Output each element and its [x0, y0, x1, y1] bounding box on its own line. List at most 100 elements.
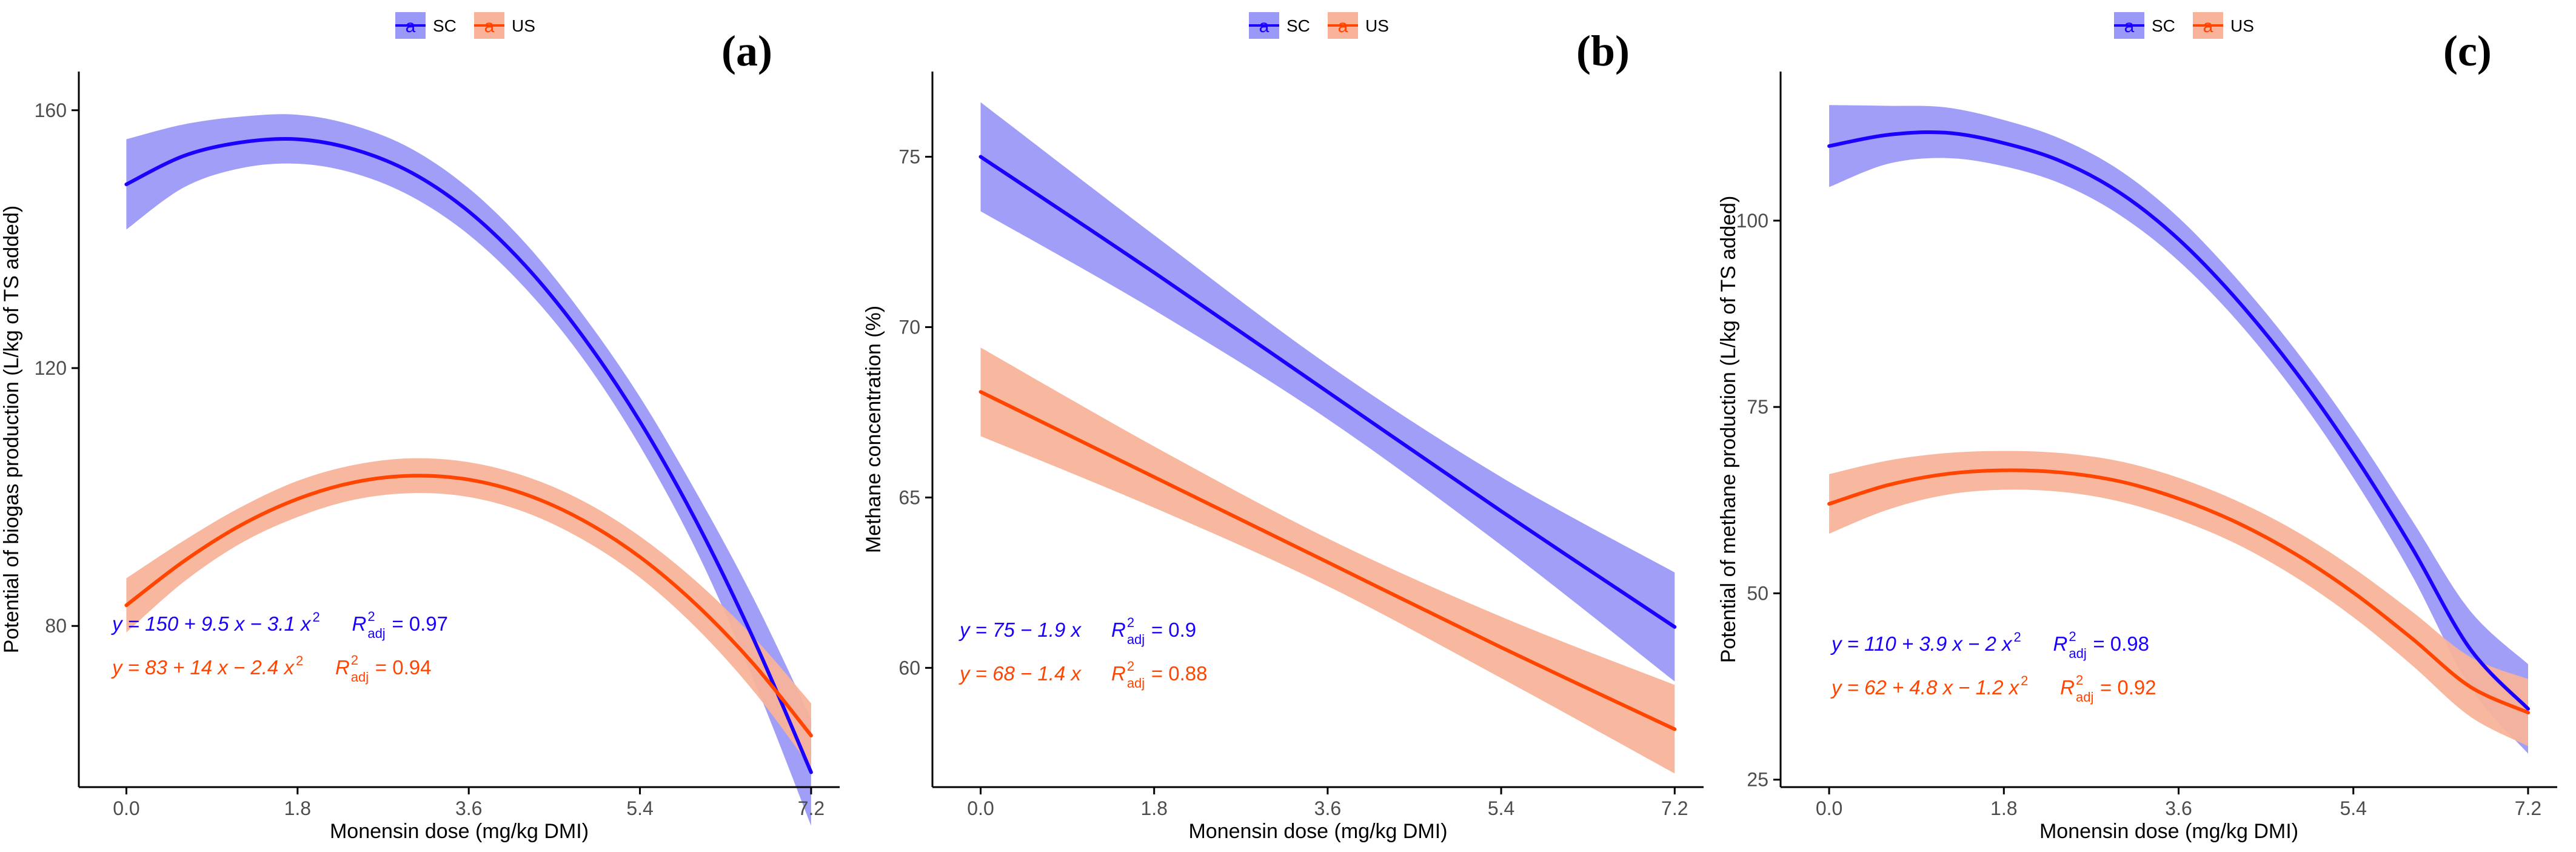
legend-label-us: US: [2230, 16, 2254, 35]
r2-value: = 0.92: [2100, 676, 2156, 699]
panel-label: (a): [721, 27, 772, 75]
chart-panel-3: a SC a US (c) 0.0 1.8 3.6 5.4 7.2 25 50 75 100 Monensi…: [1717, 12, 2557, 843]
legend: a SC a US: [1249, 12, 1389, 39]
r2-superscript: 2: [1127, 615, 1134, 630]
equation-superscript: 2: [296, 653, 303, 668]
y-tick-label: 75: [898, 146, 920, 167]
equation-text: y = 62 + 4.8 x − 1.2 x: [1830, 676, 2020, 699]
legend-glyph-sc: a: [1259, 16, 1270, 36]
r2-subscript: adj: [1127, 632, 1145, 647]
y-axis-title: Methane concentration (%): [862, 306, 885, 553]
series-line-us: [124, 474, 813, 737]
y-tick-label: 70: [898, 316, 920, 338]
equation-superscript: 2: [2021, 673, 2028, 688]
legend-label-us: US: [1365, 16, 1389, 35]
equation-text: y = 75 − 1.9 x: [958, 619, 1082, 641]
x-tick-label: 7.2: [798, 797, 825, 819]
legend-glyph-us: a: [2203, 16, 2213, 36]
series-line-sc: [979, 155, 1677, 629]
x-tick-label: 7.2: [2515, 797, 2541, 819]
legend-glyph-us: a: [484, 16, 495, 36]
r2-symbol: R: [1111, 619, 1126, 641]
equation-superscript: 2: [2014, 629, 2021, 645]
regression-equation-us: y = 68 − 1.4 x R 2 adj = 0.88: [958, 659, 1207, 691]
confidence-band-sc: [126, 114, 811, 826]
r2-subscript: adj: [1127, 676, 1145, 691]
legend: a SC a US: [2114, 12, 2254, 39]
y-axis-title: Potential of methane production (L/kg of…: [1717, 196, 1740, 663]
x-tick-label: 3.6: [455, 797, 482, 819]
y-tick-label: 50: [1747, 582, 1768, 604]
panel-label: (c): [2443, 27, 2492, 75]
r2-superscript: 2: [351, 652, 358, 668]
x-tick-label: 5.4: [626, 797, 653, 819]
x-tick-label: 0.0: [1816, 797, 1842, 819]
x-tick-label: 1.8: [1990, 797, 2017, 819]
y-tick-label: 80: [45, 615, 67, 637]
r2-value: = 0.88: [1151, 662, 1208, 685]
r2-subscript: adj: [367, 626, 385, 641]
r2-symbol: R: [352, 612, 366, 635]
x-axis-title: Monensin dose (mg/kg DMI): [1188, 820, 1447, 843]
legend-label-sc: SC: [433, 16, 457, 35]
r2-symbol: R: [2053, 632, 2068, 655]
x-axis-title: Monensin dose (mg/kg DMI): [2039, 820, 2298, 843]
legend-glyph-sc: a: [406, 16, 416, 36]
r2-symbol: R: [1111, 662, 1126, 685]
r2-symbol: R: [2060, 676, 2075, 699]
r2-subscript: adj: [351, 669, 369, 685]
r2-superscript: 2: [2069, 629, 2076, 644]
r2-subscript: adj: [2069, 646, 2086, 661]
y-tick-label: 120: [35, 357, 67, 379]
panel-label: (b): [1576, 27, 1630, 75]
x-tick-label: 1.8: [284, 797, 311, 819]
equation-text: y = 110 + 3.9 x − 2 x: [1830, 632, 2013, 655]
x-tick-label: 0.0: [113, 797, 139, 819]
legend-label-sc: SC: [1286, 16, 1310, 35]
equation-text: y = 68 − 1.4 x: [958, 662, 1082, 685]
x-tick-label: 3.6: [2165, 797, 2192, 819]
r2-value: = 0.97: [392, 612, 448, 635]
series-line-us: [1827, 468, 2530, 715]
x-tick-label: 0.0: [967, 797, 994, 819]
equation-text: y = 150 + 9.5 x − 3.1 x: [111, 612, 312, 635]
y-tick-label: 160: [35, 99, 67, 121]
x-tick-label: 5.4: [1488, 797, 1514, 819]
confidence-band-sc: [1829, 105, 2528, 754]
r2-value: = 0.9: [1151, 619, 1196, 641]
equation-superscript: 2: [312, 609, 319, 625]
equation-text: y = 83 + 14 x − 2.4 x: [111, 656, 295, 679]
y-tick-label: 100: [1736, 210, 1768, 232]
legend: a SC a US: [395, 12, 535, 39]
y-axis-title: Potential of biogas production (L/kg of …: [0, 206, 23, 653]
y-tick-label: 75: [1747, 396, 1768, 418]
legend-glyph-us: a: [1338, 16, 1348, 36]
r2-superscript: 2: [1127, 659, 1134, 674]
legend-glyph-sc: a: [2124, 16, 2135, 36]
legend-label-us: US: [512, 16, 535, 35]
r2-symbol: R: [335, 656, 350, 679]
series-line-sc: [1827, 130, 2530, 711]
chart-panel-2: a SC a US (b) 0.0 1.8 3.6 5.4 7.2 60 65 70 75 Monensin…: [862, 12, 1704, 843]
x-axis-title: Monensin dose (mg/kg DMI): [330, 820, 589, 843]
x-tick-label: 3.6: [1314, 797, 1341, 819]
y-tick-label: 60: [898, 657, 920, 679]
x-tick-label: 7.2: [1661, 797, 1688, 819]
r2-subscript: adj: [2076, 689, 2093, 705]
confidence-band-us: [1829, 451, 2528, 746]
x-tick-label: 5.4: [2340, 797, 2366, 819]
legend-label-sc: SC: [2152, 16, 2175, 35]
y-tick-label: 25: [1747, 769, 1768, 791]
series-line-sc: [124, 136, 813, 774]
r2-superscript: 2: [367, 609, 375, 624]
series-line-us: [979, 390, 1677, 731]
r2-value: = 0.98: [2093, 632, 2149, 655]
chart-panel-1: a SC a US (a) 0.0 1.8 3.6 5.4 7.2 80 120 160 Monensin…: [0, 12, 840, 843]
x-tick-label: 1.8: [1140, 797, 1167, 819]
